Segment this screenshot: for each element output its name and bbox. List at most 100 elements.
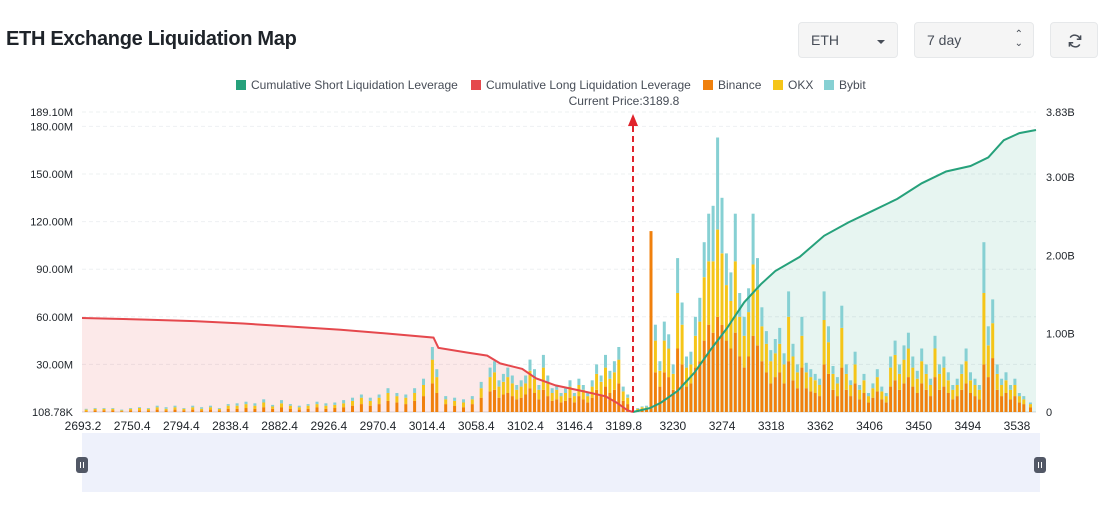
legend-item[interactable]: Cumulative Short Liquidation Leverage [236, 78, 458, 92]
bar-binance [969, 393, 972, 412]
range-select[interactable]: 7 day ⌃ ⌄ [914, 22, 1034, 58]
bar-binance [244, 408, 248, 412]
bar-binance [413, 400, 417, 412]
range-slider[interactable] [76, 433, 1046, 492]
bar-bybit [288, 404, 292, 406]
bar-bybit [1009, 385, 1012, 390]
bar-binance [827, 373, 830, 412]
bar-bybit [844, 364, 848, 374]
bar-binance [217, 410, 221, 412]
bar-binance [395, 402, 399, 412]
bar-bybit [280, 400, 283, 404]
bar-okx [716, 229, 720, 317]
bar-binance [662, 372, 666, 412]
bar-bybit [693, 316, 697, 336]
slider-right-handle[interactable] [1034, 457, 1046, 473]
bar-bybit [359, 394, 363, 398]
bar-bybit [782, 353, 786, 365]
bar-bybit [546, 375, 550, 384]
bar-okx [693, 335, 697, 368]
bar-okx [711, 261, 715, 333]
bar-binance [129, 410, 133, 412]
bar-binance [297, 409, 301, 412]
legend-item[interactable]: Binance [703, 78, 762, 92]
bar-binance [711, 332, 715, 412]
bar-binance [586, 402, 590, 412]
slider-left-handle[interactable] [76, 457, 88, 473]
bar-okx [537, 389, 541, 400]
bar-bybit [235, 403, 239, 406]
y-right-tick-label: 2.00B [1046, 250, 1075, 262]
bar-okx [262, 402, 266, 408]
bar-okx [559, 396, 563, 403]
legend-swatch [703, 80, 713, 90]
bar-binance [720, 324, 724, 412]
bar-bybit [572, 393, 576, 397]
bar-bybit [621, 386, 625, 392]
bar-okx [858, 389, 862, 400]
bar-binance [986, 377, 990, 412]
cumulative-lines [81, 129, 1037, 413]
bar-binance [733, 332, 737, 412]
bar-bybit [707, 213, 711, 262]
bar-binance [271, 408, 275, 412]
x-tick-label: 2693.2 [65, 419, 102, 432]
asset-select[interactable]: ETH [798, 22, 898, 58]
bar-binance [359, 404, 363, 412]
bar-binance [444, 404, 448, 412]
bar-okx [862, 380, 866, 393]
bar-bybit [306, 404, 310, 406]
legend-item[interactable]: Bybit [824, 78, 866, 92]
bar-okx [435, 377, 439, 393]
x-tick-label: 3146.4 [556, 419, 593, 432]
bar-binance [324, 408, 328, 412]
bar-okx [138, 408, 141, 411]
bar-okx [742, 335, 746, 368]
bar-binance [658, 386, 662, 412]
bar-binance [351, 405, 354, 412]
bar-binance [898, 389, 901, 412]
bar-okx [209, 407, 212, 410]
current-price-arrow-icon [628, 114, 639, 126]
x-tick-label: 3014.4 [409, 419, 446, 432]
bar-okx [724, 285, 728, 341]
bar-bybit [702, 242, 706, 278]
bar-bybit [559, 393, 563, 397]
bar-okx [129, 408, 133, 411]
bar-okx [84, 409, 88, 412]
bar-bybit [315, 401, 319, 405]
bar-bybit [933, 335, 937, 349]
bar-binance [604, 386, 607, 412]
legend-item[interactable]: Cumulative Long Liquidation Leverage [471, 78, 691, 92]
bar-binance [964, 383, 968, 412]
bar-bybit [724, 253, 728, 286]
bar-okx [840, 327, 844, 368]
bar-binance [510, 396, 514, 412]
bar-bybit [658, 361, 662, 371]
bar-bybit [586, 393, 590, 397]
bar-binance [667, 377, 671, 412]
bar-bybit [462, 399, 465, 403]
bar-okx [951, 389, 955, 400]
bar-binance [795, 388, 799, 412]
refresh-button[interactable] [1050, 22, 1098, 58]
y-left-tick-label: 189.10M [30, 107, 73, 119]
bar-okx [533, 378, 536, 393]
bar-bybit [524, 375, 528, 384]
bar-bybit [756, 258, 759, 290]
bar-bybit [200, 407, 204, 409]
bar-okx [604, 367, 607, 387]
legend-label: Binance [718, 78, 762, 92]
bar-bybit [102, 408, 106, 409]
bar-okx [889, 367, 893, 387]
bar-bybit [977, 385, 981, 390]
bar-okx [893, 354, 897, 381]
x-tick-label: 2794.4 [163, 419, 200, 432]
bar-okx [924, 373, 928, 390]
y-left-tick-label: 60.00M [36, 312, 73, 324]
bar-okx [315, 404, 319, 408]
bar-binance [581, 399, 585, 412]
legend-item[interactable]: OKX [773, 78, 813, 92]
bar-okx [102, 408, 106, 411]
legend-label: Cumulative Short Liquidation Leverage [251, 78, 458, 92]
